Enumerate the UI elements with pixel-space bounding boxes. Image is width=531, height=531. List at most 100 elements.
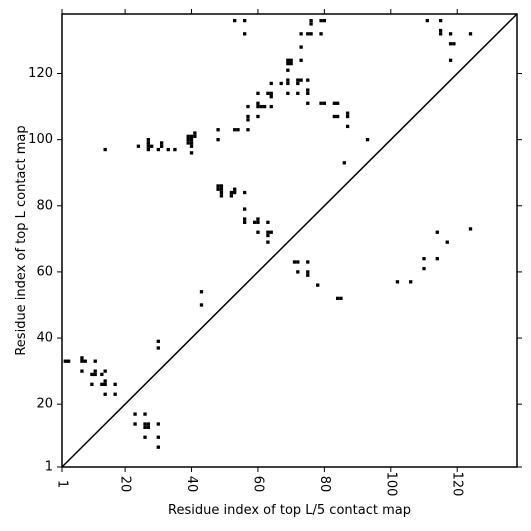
contact-point bbox=[435, 257, 439, 261]
contact-point bbox=[269, 81, 273, 86]
contact-point bbox=[269, 104, 273, 109]
contact-point bbox=[233, 187, 237, 191]
contact-point bbox=[422, 266, 426, 271]
contact-point bbox=[150, 144, 154, 148]
contact-point bbox=[256, 220, 260, 224]
contact-point bbox=[306, 101, 310, 105]
contact-point bbox=[146, 144, 151, 148]
contact-point bbox=[336, 101, 340, 105]
contact-point bbox=[233, 128, 237, 132]
contact-point bbox=[336, 114, 340, 119]
contact-point bbox=[103, 379, 107, 383]
contact-point bbox=[252, 220, 257, 224]
contact-point bbox=[100, 382, 104, 386]
contact-point bbox=[186, 138, 190, 142]
contact-point bbox=[266, 230, 270, 234]
contact-point bbox=[319, 32, 323, 36]
contact-point bbox=[243, 18, 247, 23]
contact-point bbox=[156, 339, 160, 344]
contact-point bbox=[156, 422, 160, 426]
contact-point bbox=[438, 18, 443, 23]
contact-point bbox=[133, 422, 137, 426]
contact-point bbox=[286, 61, 290, 66]
contact-point bbox=[286, 78, 290, 82]
contact-point bbox=[286, 68, 290, 72]
contact-point bbox=[266, 220, 270, 224]
contact-point bbox=[452, 42, 456, 46]
data-points bbox=[63, 18, 473, 449]
contact-point bbox=[236, 128, 240, 132]
contact-point bbox=[246, 104, 250, 109]
contact-point bbox=[345, 111, 350, 115]
contact-point bbox=[189, 138, 194, 142]
contact-point bbox=[159, 141, 164, 145]
contact-point bbox=[339, 296, 343, 301]
contact-point bbox=[309, 22, 313, 26]
contact-point bbox=[80, 359, 84, 363]
contact-point bbox=[266, 233, 270, 238]
contact-point bbox=[425, 18, 429, 23]
contact-point bbox=[299, 78, 303, 82]
contact-point bbox=[306, 260, 310, 264]
contact-point bbox=[266, 91, 270, 96]
contact-point bbox=[438, 32, 443, 36]
contact-point bbox=[246, 128, 250, 132]
contact-point bbox=[93, 359, 97, 363]
contact-point bbox=[229, 194, 234, 198]
contact-point bbox=[63, 359, 67, 363]
contact-point bbox=[319, 101, 323, 105]
contact-point bbox=[216, 187, 220, 191]
contact-point bbox=[80, 369, 84, 373]
contact-point bbox=[296, 260, 300, 264]
contact-point bbox=[256, 101, 260, 105]
y-tick-label: 60 bbox=[36, 264, 53, 279]
contact-point bbox=[243, 190, 247, 195]
contact-point bbox=[90, 372, 94, 377]
contact-point bbox=[90, 382, 94, 386]
contact-point bbox=[83, 359, 87, 363]
contact-point bbox=[438, 28, 443, 33]
contact-point bbox=[189, 151, 194, 155]
contact-point bbox=[306, 270, 310, 274]
contact-point bbox=[286, 91, 290, 96]
contact-point bbox=[216, 138, 220, 142]
x-tick-label: 120 bbox=[450, 472, 465, 497]
contact-point bbox=[133, 412, 137, 416]
x-tick-label: 100 bbox=[383, 472, 398, 497]
contact-point bbox=[156, 445, 160, 449]
contact-point bbox=[113, 382, 117, 386]
contact-point bbox=[266, 240, 270, 244]
contact-point bbox=[286, 81, 290, 86]
contact-point bbox=[269, 95, 273, 99]
contact-point bbox=[345, 124, 350, 129]
x-axis-label: Residue index of top L/5 contact map bbox=[168, 503, 411, 518]
contact-point bbox=[156, 346, 160, 350]
contact-point bbox=[445, 240, 449, 244]
contact-point bbox=[243, 217, 247, 221]
contact-point bbox=[199, 290, 204, 294]
x-tick-label: 1 bbox=[55, 480, 70, 488]
x-tick-label: 60 bbox=[250, 476, 265, 493]
contact-point bbox=[322, 101, 327, 105]
contact-point bbox=[246, 118, 250, 122]
contact-point bbox=[259, 104, 263, 109]
y-tick-label: 120 bbox=[28, 66, 53, 81]
contact-point bbox=[246, 114, 250, 119]
contact-point bbox=[219, 194, 224, 198]
contact-point bbox=[395, 280, 400, 284]
contact-point bbox=[448, 42, 453, 46]
contact-point bbox=[243, 207, 247, 211]
contact-point bbox=[262, 104, 267, 109]
contact-point bbox=[159, 144, 164, 148]
contact-point bbox=[173, 147, 177, 152]
y-tick-label: 80 bbox=[36, 198, 53, 213]
y-tick-label: 100 bbox=[28, 132, 53, 147]
contact-point bbox=[336, 296, 340, 301]
y-axis-label: Residue index of top L contact map bbox=[14, 125, 29, 355]
contact-point bbox=[468, 32, 473, 36]
plot-frame bbox=[61, 13, 518, 468]
contact-point bbox=[289, 58, 293, 62]
contact-point bbox=[306, 78, 310, 82]
